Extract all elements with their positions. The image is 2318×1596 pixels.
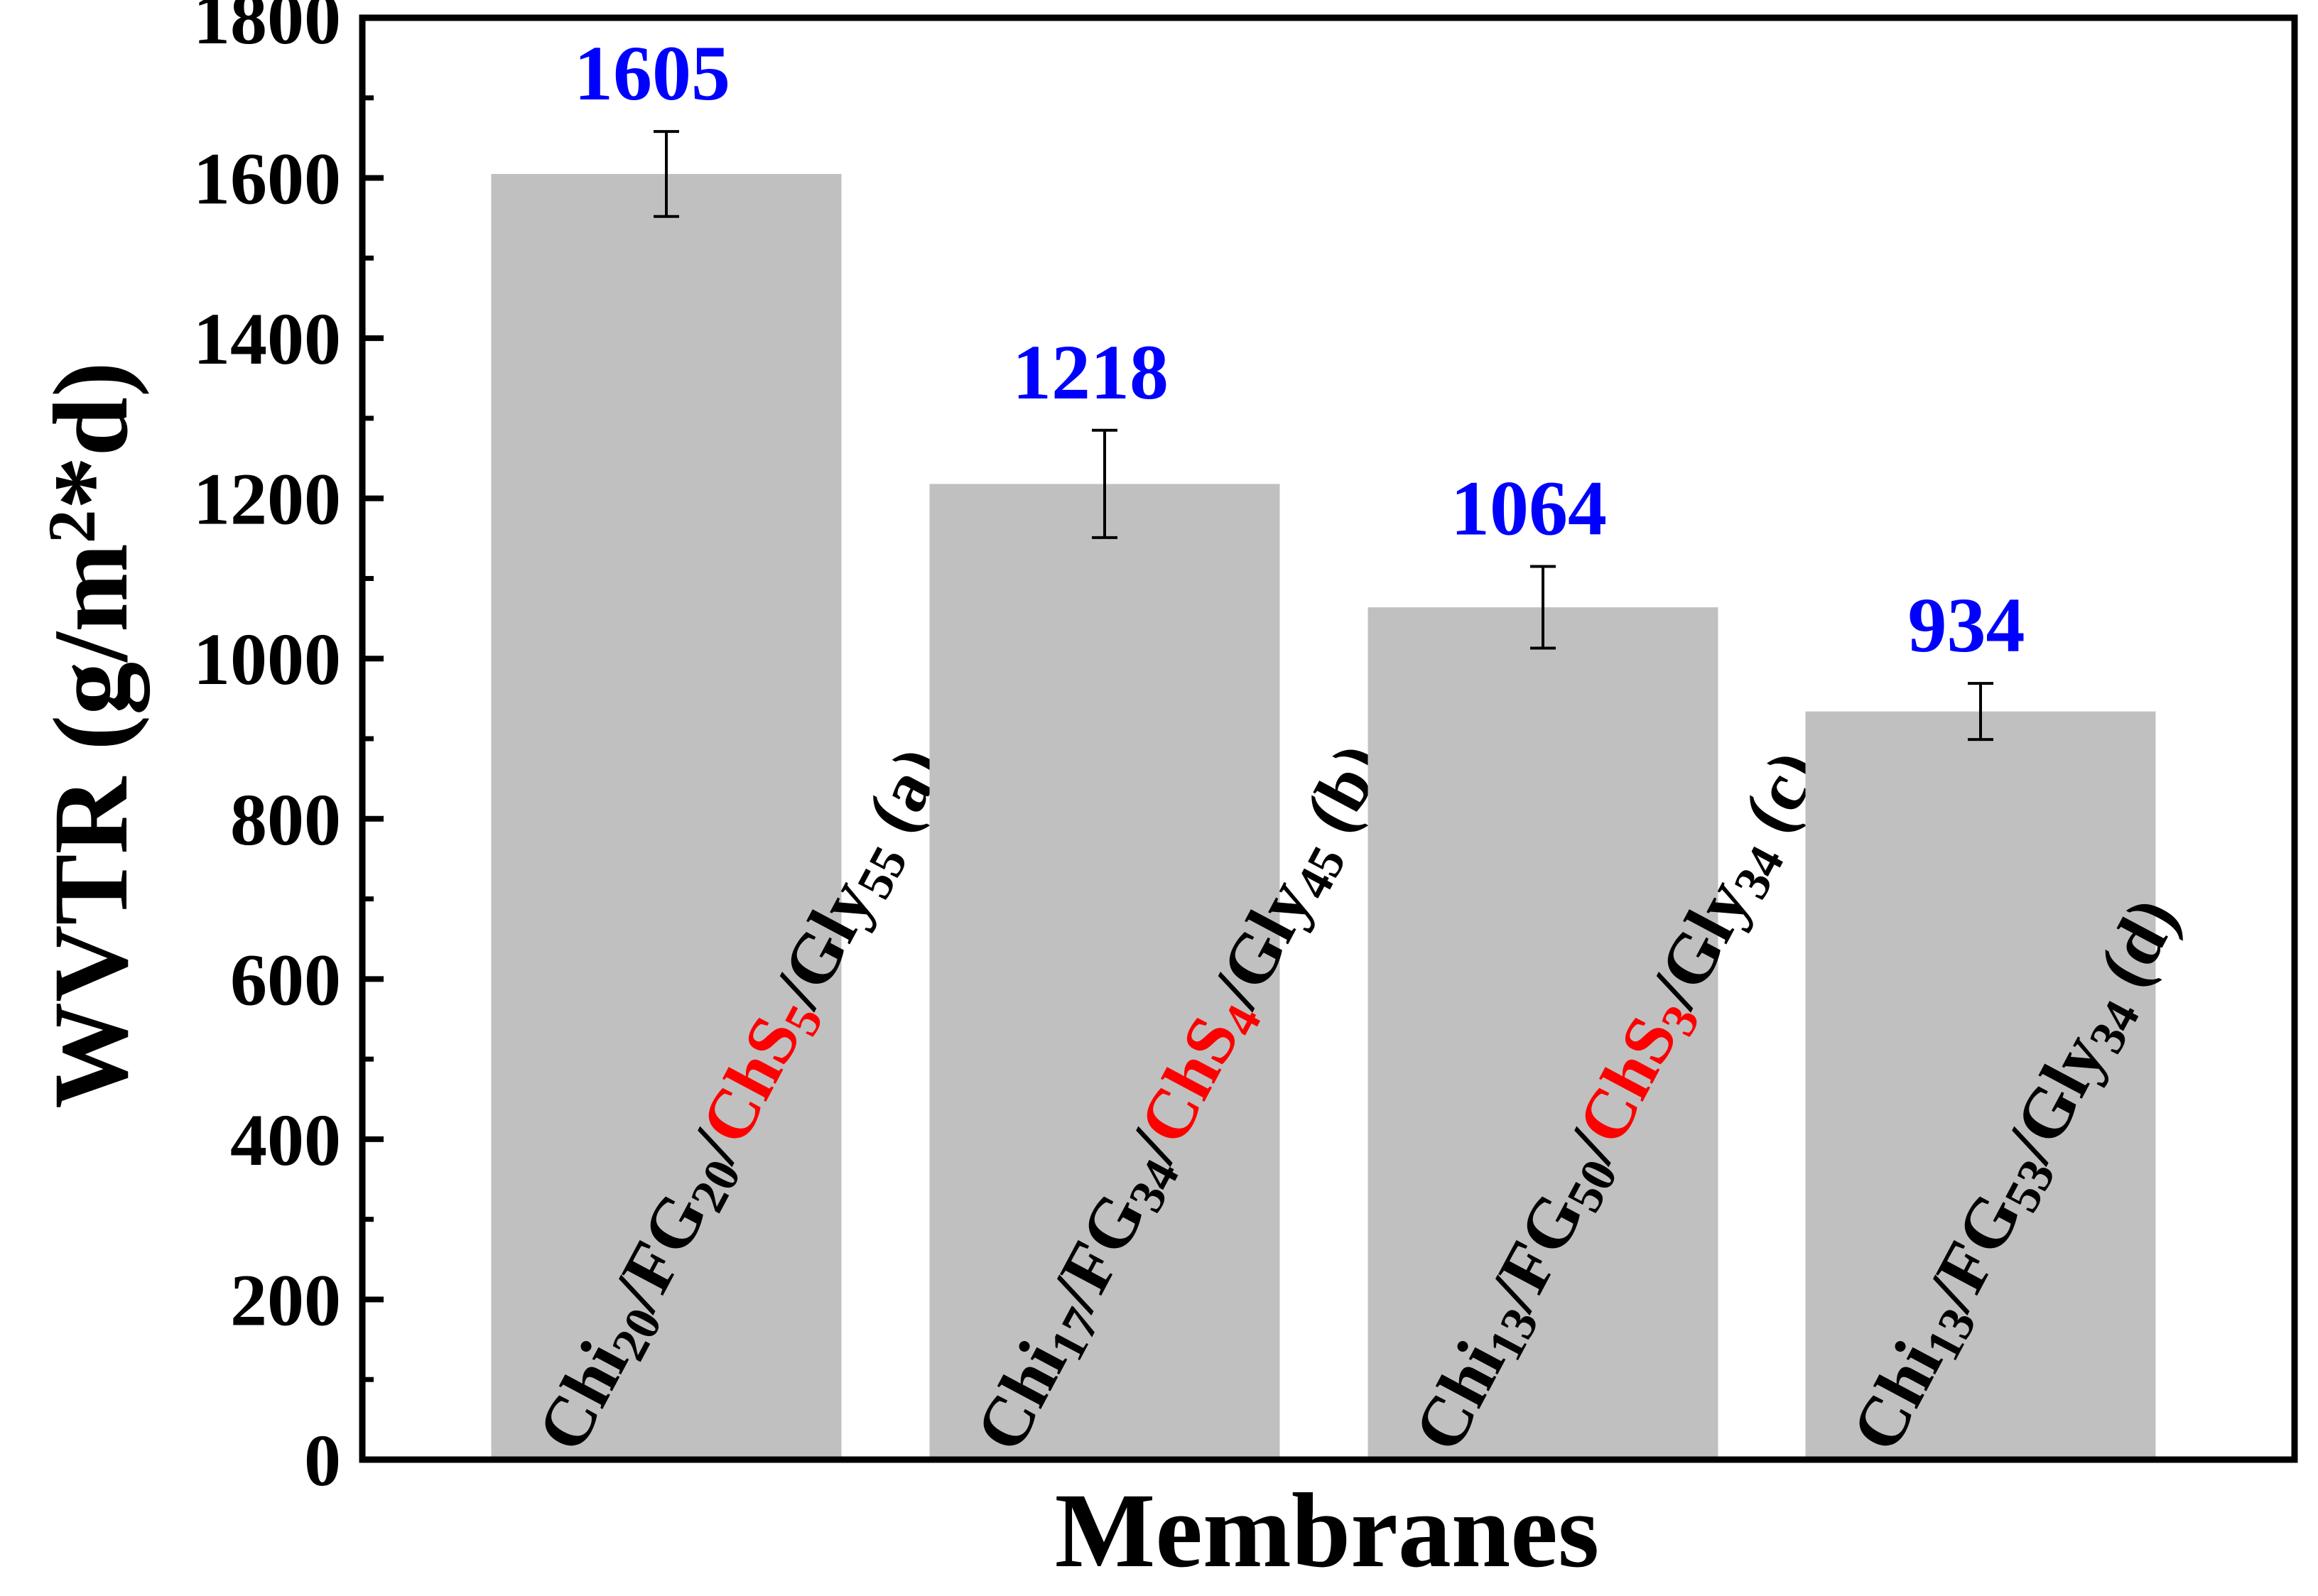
bar xyxy=(929,484,1280,1460)
y-tick-label: 800 xyxy=(230,779,341,861)
value-label: 1064 xyxy=(1451,465,1607,552)
y-tick-label: 1400 xyxy=(193,298,341,380)
y-tick-label: 1000 xyxy=(193,619,341,700)
bar xyxy=(1367,607,1718,1460)
y-tick-label: 0 xyxy=(304,1420,341,1502)
y-axis-title: WVTR (g/m2*d) xyxy=(32,362,150,1109)
y-tick-label: 600 xyxy=(230,939,341,1021)
bar xyxy=(1805,711,2156,1460)
value-label: 1605 xyxy=(574,30,730,116)
x-axis-title: Membranes xyxy=(1055,1472,1599,1590)
value-label: 934 xyxy=(1908,582,2025,668)
y-tick-label: 1200 xyxy=(193,459,341,541)
y-tick-label: 400 xyxy=(230,1100,341,1181)
value-label: 1218 xyxy=(1012,329,1169,416)
y-tick-label: 200 xyxy=(230,1259,341,1341)
bar xyxy=(491,173,842,1460)
y-tick-label: 1800 xyxy=(193,0,341,60)
y-tick-label: 1600 xyxy=(193,139,341,220)
